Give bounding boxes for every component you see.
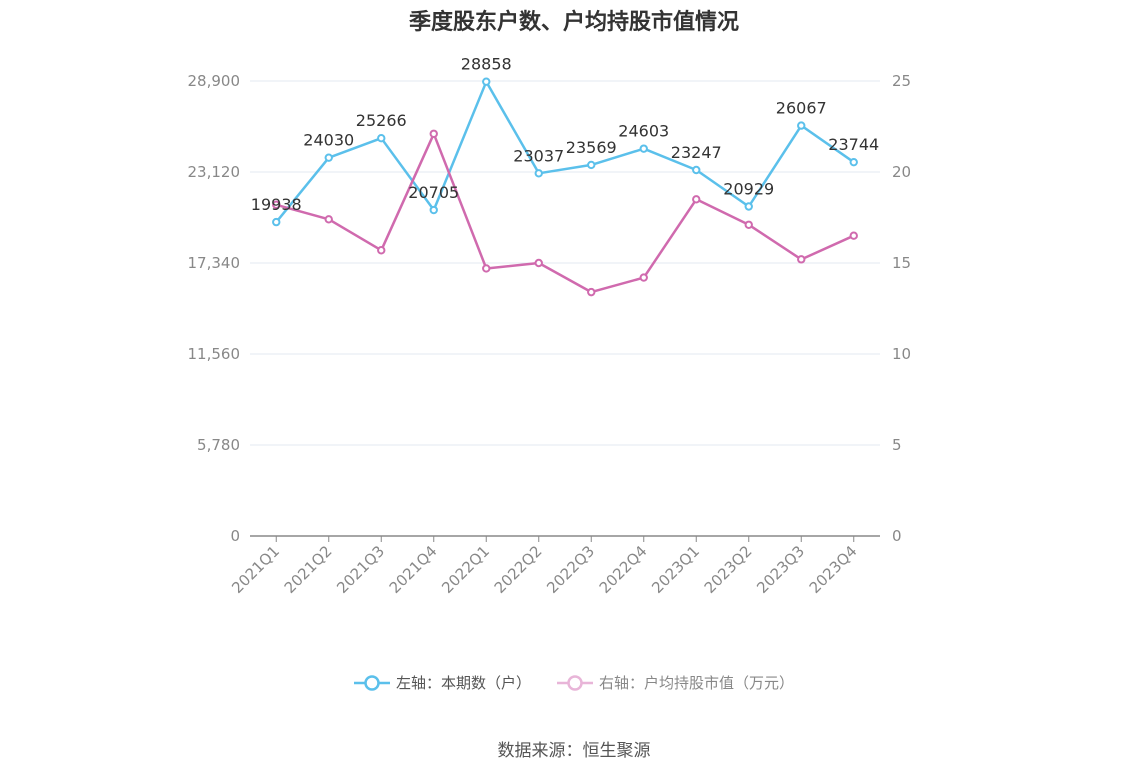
data-point xyxy=(587,287,596,297)
series-line-holders xyxy=(275,80,855,223)
legend-label-left-series: 左轴：本期数（户） xyxy=(395,674,531,692)
x-axis-category-label: 2021Q2 xyxy=(281,542,336,597)
legend-item-right-series[interactable]: 右轴：户均持股市值（万元） xyxy=(557,672,794,693)
left-axis-tick-label: 28,900 xyxy=(188,72,241,90)
data-label: 20929 xyxy=(723,179,774,198)
legend-label-right-series: 右轴：户均持股市值（万元） xyxy=(599,674,795,692)
chart-title: 季度股东户数、户均持股市值情况 xyxy=(408,10,739,35)
data-label: 23247 xyxy=(671,143,722,162)
legend-swatch-left-icon xyxy=(353,674,390,691)
data-point xyxy=(587,160,596,170)
data-point xyxy=(377,246,386,255)
data-point xyxy=(744,202,753,211)
left-axis-tick-label: 11,560 xyxy=(188,345,241,363)
data-point xyxy=(692,165,701,175)
grid-lines xyxy=(250,80,880,446)
data-point xyxy=(482,264,491,273)
right-axis-tick-label: 20 xyxy=(892,163,911,181)
x-axis-category-label: 2021Q3 xyxy=(333,542,388,597)
x-axis-category-label: 2023Q4 xyxy=(806,542,861,597)
series-line-avg-value xyxy=(275,132,855,294)
data-point xyxy=(324,215,333,224)
data-point xyxy=(534,169,543,178)
data-label: 24030 xyxy=(303,131,354,150)
legend-item-left-series[interactable]: 左轴：本期数（户） xyxy=(353,672,531,693)
legend-swatch-right-icon xyxy=(557,674,593,691)
data-point xyxy=(797,255,806,264)
data-point xyxy=(744,220,753,229)
data-label: 19938 xyxy=(251,195,302,214)
left-axis-tick-label: 5,780 xyxy=(197,436,240,454)
data-point xyxy=(377,134,386,143)
left-axis-tick-label: 0 xyxy=(230,527,240,545)
data-point xyxy=(639,273,648,282)
data-label: 28858 xyxy=(461,55,512,74)
left-axis-tick-label: 23,120 xyxy=(188,163,241,181)
data-point xyxy=(324,153,333,162)
data-point xyxy=(849,157,858,167)
data-point xyxy=(272,200,281,209)
x-axis-category-label: 2022Q1 xyxy=(438,542,493,597)
x-axis-category-label: 2022Q3 xyxy=(543,542,598,597)
data-point xyxy=(849,231,858,240)
right-axis-tick-label: 15 xyxy=(892,254,911,272)
x-axis-category-label: 2023Q3 xyxy=(753,542,808,597)
x-axis-category-label: 2021Q1 xyxy=(228,542,283,597)
data-point xyxy=(639,144,648,153)
data-source-note: 数据来源：恒生聚源 xyxy=(497,741,651,761)
data-point xyxy=(797,121,806,130)
x-axis-category-label: 2022Q2 xyxy=(491,542,546,597)
legend: 左轴：本期数（户） 右轴：户均持股市值（万元） xyxy=(0,672,1148,693)
series xyxy=(272,77,858,297)
right-axis-tick-label: 25 xyxy=(892,72,911,90)
right-axis-tick-label: 5 xyxy=(892,436,902,454)
data-point xyxy=(534,258,543,268)
data-label: 25266 xyxy=(356,111,407,130)
data-label: 26067 xyxy=(776,99,827,118)
left-axis-tick-label: 17,340 xyxy=(188,254,241,272)
data-point xyxy=(272,217,281,227)
x-axis-category-label: 2022Q4 xyxy=(596,542,651,597)
x-axis-category-label: 2021Q4 xyxy=(386,542,441,597)
x-axis-category-label: 2023Q2 xyxy=(701,542,756,597)
data-point xyxy=(482,77,491,86)
data-point xyxy=(429,129,438,138)
right-axis-tick-label: 0 xyxy=(892,527,902,545)
data-label: 23569 xyxy=(566,138,617,157)
data-point xyxy=(692,195,701,204)
data-label: 23744 xyxy=(828,135,879,154)
data-label: 20705 xyxy=(408,183,459,202)
data-point xyxy=(429,205,438,215)
x-axis-category-label: 2023Q1 xyxy=(648,542,703,597)
data-label: 23037 xyxy=(513,146,564,165)
right-axis-tick-label: 10 xyxy=(892,345,911,363)
data-label: 24603 xyxy=(618,122,669,141)
